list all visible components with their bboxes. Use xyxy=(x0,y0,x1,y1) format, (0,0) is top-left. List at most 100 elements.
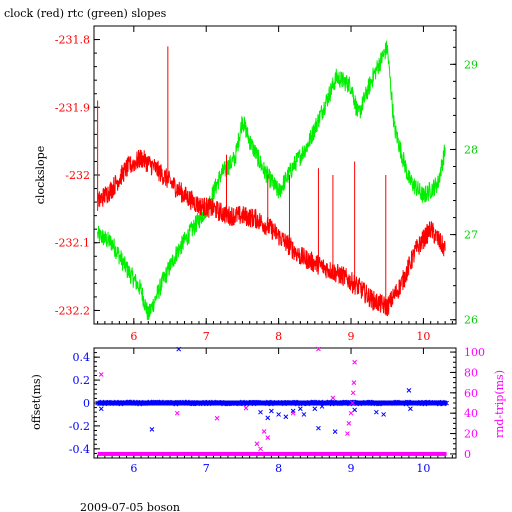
roundtrip-axis-ticks: 0 20 40 60 80 100 xyxy=(450,346,485,461)
x-tick-label: 10 xyxy=(416,330,430,343)
offset-point xyxy=(96,401,102,406)
left-tick-label: -232 xyxy=(65,169,90,182)
offset-point xyxy=(170,400,176,406)
x-tick-label: 7 xyxy=(203,462,210,475)
offset-point xyxy=(163,401,169,406)
offset-outlier-point xyxy=(149,427,155,432)
offset-point xyxy=(111,400,116,406)
roundtrip-outlier-point xyxy=(258,446,263,452)
offset-series xyxy=(95,346,449,456)
offset-outlier-point xyxy=(283,414,289,420)
offset-point xyxy=(192,400,197,405)
x-tick-label: 8 xyxy=(275,330,282,343)
offset-point xyxy=(189,401,195,407)
roundtrip-tick-label: 60 xyxy=(464,387,478,400)
x-tick-label: 6 xyxy=(130,330,137,343)
roundtrip-outlier-point xyxy=(254,441,260,447)
offset-tick-label: 0 xyxy=(83,397,90,410)
offset-outlier-point xyxy=(406,388,412,393)
offset-point xyxy=(405,399,410,405)
left-tick-label: -232.2 xyxy=(55,304,90,317)
offset-point xyxy=(367,399,373,405)
footer-caption: 2009-07-05 boson xyxy=(80,501,180,512)
right-tick-label: 29 xyxy=(464,58,478,71)
roundtrip-outlier-point xyxy=(348,410,354,416)
offset-outlier-point xyxy=(332,429,338,434)
roundtrip-outlier-point xyxy=(174,410,180,416)
offset-outlier-point xyxy=(98,406,104,412)
roundtrip-outlier-point xyxy=(290,410,296,416)
x-tick-label: 9 xyxy=(348,330,355,343)
offset-point xyxy=(442,400,448,406)
roundtrip-outlier-point xyxy=(350,390,356,396)
roundtrip-tick-label: 100 xyxy=(464,346,485,359)
offset-outlier-point xyxy=(265,415,271,421)
offset-panel: 0.4 0.2 0 -0.2 -0.4 0 20 40 60 80 100 6 7 8 9 10 offs… xyxy=(30,346,506,475)
roundtrip-tick-label: 0 xyxy=(464,448,471,461)
roundtrip-baseline-band xyxy=(97,451,447,456)
roundtrip-outlier-point xyxy=(346,421,352,426)
offset-point xyxy=(292,399,297,405)
offset-point xyxy=(174,399,180,405)
offset-point xyxy=(390,401,396,406)
offset-point xyxy=(324,400,329,406)
offset-outlier-point xyxy=(352,407,357,413)
offset-point xyxy=(331,399,336,405)
right-tick-label: 26 xyxy=(464,314,478,327)
roundtrip-tick-label: 80 xyxy=(464,366,478,379)
offset-outlier-point xyxy=(316,425,321,431)
roundtrip-outlier-point xyxy=(98,372,104,377)
roundtrip-outlier-point xyxy=(261,429,267,434)
x-tick-label: 9 xyxy=(348,462,355,475)
offset-point xyxy=(235,401,241,406)
roundtrip-outlier-point xyxy=(243,405,249,411)
offset-outlier-point xyxy=(319,404,325,409)
roundtrip-axis-label: rnd-trip(ms) xyxy=(493,370,506,438)
offset-point xyxy=(225,401,231,407)
offset-outlier-point xyxy=(297,406,303,412)
roundtrip-tick-label: 40 xyxy=(464,407,478,420)
offset-point xyxy=(376,401,381,407)
offset-axis-ticks: 0.4 0.2 0 -0.2 -0.4 xyxy=(69,351,100,456)
x-axis-ticks: 6 7 8 9 10 xyxy=(97,26,453,343)
left-tick-label: -232.1 xyxy=(55,237,90,250)
offset-outlier-point xyxy=(408,406,413,412)
offset-outlier-point xyxy=(276,412,281,417)
offset-axis-label: offset(ms) xyxy=(30,374,43,430)
offset-point xyxy=(434,399,439,405)
roundtrip-outlier-point xyxy=(330,395,336,401)
right-tick-label: 27 xyxy=(464,229,478,242)
y-axis-label: clockslope xyxy=(34,146,47,204)
roundtrip-outlier-point xyxy=(351,380,357,385)
roundtrip-outlier-point xyxy=(352,359,357,365)
roundtrip-outlier-point xyxy=(316,346,321,352)
offset-point xyxy=(125,399,131,405)
right-tick-label: 28 xyxy=(464,143,478,156)
offset-point xyxy=(166,399,171,405)
roundtrip-outlier-point xyxy=(345,431,350,436)
x-axis-ticks-bottom: 6 7 8 9 10 xyxy=(97,348,453,475)
offset-outlier-point xyxy=(312,406,318,412)
offset-point xyxy=(403,401,409,407)
left-tick-label: -231.8 xyxy=(55,34,90,47)
right-axis-ticks: 26 27 28 29 xyxy=(450,29,478,327)
offset-outlier-point xyxy=(269,408,274,414)
roundtrip-outlier-point xyxy=(214,415,220,421)
left-tick-label: -231.9 xyxy=(55,101,90,114)
offset-tick-label: -0.4 xyxy=(69,443,90,456)
slope-series xyxy=(97,40,446,321)
offset-point xyxy=(342,399,348,405)
offset-tick-label: 0.2 xyxy=(73,374,91,387)
offset-tick-label: -0.2 xyxy=(69,420,90,433)
x-tick-label: 6 xyxy=(130,462,137,475)
x-tick-label: 7 xyxy=(203,330,210,343)
left-axis-ticks: -231.8 -231.9 -232 -232.1 -232.2 xyxy=(55,34,100,317)
roundtrip-outlier-point xyxy=(350,400,355,406)
offset-outlier-point xyxy=(258,409,263,415)
roundtrip-tick-label: 20 xyxy=(464,428,478,441)
offset-outlier-point xyxy=(301,412,307,417)
offset-outlier-point xyxy=(176,346,182,352)
x-tick-label: 8 xyxy=(275,462,282,475)
offset-point xyxy=(311,399,316,405)
